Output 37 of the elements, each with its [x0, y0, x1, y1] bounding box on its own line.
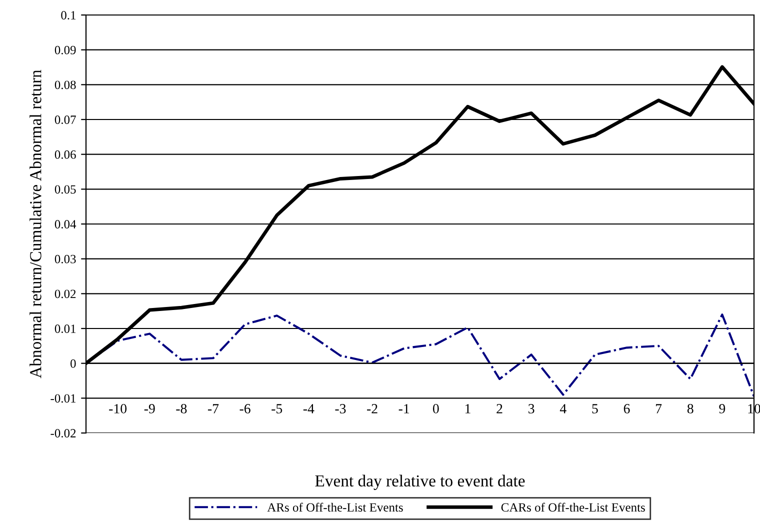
x-tick-label: 2 [496, 404, 502, 414]
legend-label: CARs of Off-the-List Events [501, 502, 645, 512]
x-tick-label: -3 [335, 404, 346, 414]
x-tick-label: 9 [719, 404, 726, 414]
x-tick-label: 0 [432, 404, 439, 414]
x-tick-label: -8 [176, 404, 187, 414]
y-tick-label: 0.03 [54, 254, 76, 264]
x-tick-label: -7 [208, 404, 219, 414]
y-tick-label: 0.07 [54, 116, 76, 124]
y-tick-label: 0.05 [54, 185, 76, 194]
x-tick-label: 8 [687, 404, 694, 414]
x-tick-label: 7 [656, 404, 662, 414]
x-tick-label: 3 [528, 404, 534, 414]
x-tick-label: 5 [592, 404, 598, 414]
x-tick-label: -5 [272, 404, 282, 414]
y-tick-label: 0.01 [54, 324, 76, 334]
y-tick-label: -0.01 [50, 394, 76, 403]
y-tick-label: 0.08 [54, 80, 76, 90]
x-tick-label: 1 [465, 404, 470, 414]
y-tick-label: 0.09 [54, 46, 76, 54]
x-tick-label: -10 [109, 404, 127, 414]
x-tick-label: -6 [240, 404, 250, 414]
y-tick-label: 0.06 [54, 150, 76, 159]
y-tick-label: 0.02 [54, 290, 76, 298]
y-axis-title: Abnormal return/Cumulative Abnormal return [30, 70, 42, 378]
x-tick-label: -2 [367, 404, 378, 414]
x-tick-label: -9 [144, 404, 155, 414]
x-tick-label: -1 [398, 404, 410, 414]
x-axis-title: Event day relative to event date [315, 474, 525, 490]
y-tick-label: 0.1 [61, 11, 76, 20]
x-tick-label: 4 [560, 404, 566, 414]
x-tick-label: 6 [624, 404, 630, 414]
legend-label: ARs of Off-the-List Events [267, 502, 403, 512]
y-tick-label: 0 [70, 359, 76, 368]
y-tick-label: -0.02 [50, 429, 76, 438]
x-tick-label: -4 [303, 404, 314, 414]
y-tick-label: 0.04 [54, 220, 76, 229]
